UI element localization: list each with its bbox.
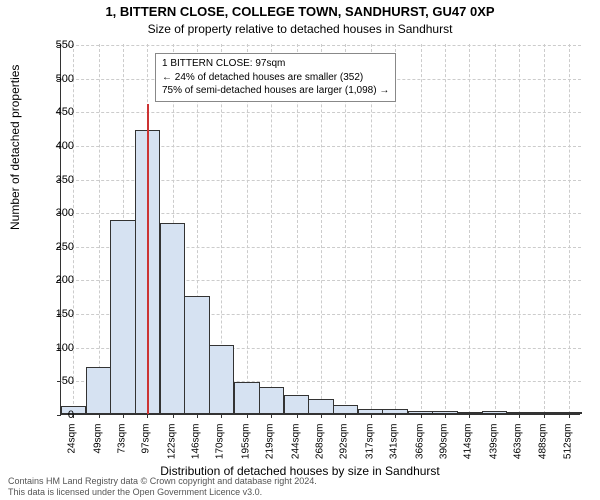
xtick-label: 146sqm xyxy=(191,424,202,474)
histogram-bar xyxy=(209,345,234,414)
chart-container: 1 BITTERN CLOSE: 97sqm← 24% of detached … xyxy=(60,45,580,415)
annotation-line3: 75% of semi-detached houses are larger (… xyxy=(162,84,389,98)
y-axis-label: Number of detached properties xyxy=(8,65,22,230)
annotation-box: 1 BITTERN CLOSE: 97sqm← 24% of detached … xyxy=(155,53,396,102)
gridline-v xyxy=(421,44,422,414)
chart-title-main: 1, BITTERN CLOSE, COLLEGE TOWN, SANDHURS… xyxy=(0,4,600,19)
gridline-v xyxy=(99,44,100,414)
histogram-bar xyxy=(506,412,531,414)
xtick-mark xyxy=(123,414,124,418)
histogram-bar xyxy=(110,220,135,414)
ytick-label: 50 xyxy=(40,375,74,387)
xtick-label: 170sqm xyxy=(215,424,226,474)
histogram-bar xyxy=(457,412,482,414)
xtick-mark xyxy=(173,414,174,418)
gridline-v xyxy=(73,44,74,414)
xtick-label: 366sqm xyxy=(414,424,425,474)
xtick-mark xyxy=(569,414,570,418)
histogram-bar xyxy=(184,296,209,414)
xtick-mark xyxy=(321,414,322,418)
ytick-label: 500 xyxy=(40,73,74,85)
xtick-mark xyxy=(147,414,148,418)
ytick-label: 200 xyxy=(40,274,74,286)
ytick-label: 550 xyxy=(40,39,74,51)
xtick-label: 317sqm xyxy=(364,424,375,474)
xtick-label: 268sqm xyxy=(315,424,326,474)
annotation-line2: ← 24% of detached houses are smaller (35… xyxy=(162,71,389,85)
ytick-label: 0 xyxy=(40,409,74,421)
xtick-mark xyxy=(421,414,422,418)
histogram-bar xyxy=(333,405,358,414)
ytick-label: 400 xyxy=(40,140,74,152)
gridline-v xyxy=(569,44,570,414)
plot-area: 1 BITTERN CLOSE: 97sqm← 24% of detached … xyxy=(60,45,580,415)
xtick-label: 488sqm xyxy=(538,424,549,474)
xtick-label: 414sqm xyxy=(463,424,474,474)
gridline-v xyxy=(544,44,545,414)
ytick-label: 350 xyxy=(40,174,74,186)
xtick-label: 292sqm xyxy=(339,424,350,474)
xtick-mark xyxy=(271,414,272,418)
ytick-label: 150 xyxy=(40,308,74,320)
xtick-mark xyxy=(345,414,346,418)
footer-line2: This data is licensed under the Open Gov… xyxy=(8,487,317,498)
xtick-label: 219sqm xyxy=(265,424,276,474)
xtick-mark xyxy=(197,414,198,418)
xtick-label: 341sqm xyxy=(389,424,400,474)
xtick-label: 97sqm xyxy=(141,424,152,474)
property-marker-line xyxy=(147,104,149,414)
footer-attribution: Contains HM Land Registry data © Crown c… xyxy=(8,476,317,498)
xtick-label: 49sqm xyxy=(92,424,103,474)
xtick-label: 73sqm xyxy=(116,424,127,474)
chart-title-sub: Size of property relative to detached ho… xyxy=(0,22,600,36)
gridline-v xyxy=(469,44,470,414)
histogram-bar xyxy=(284,395,309,414)
histogram-bar xyxy=(482,411,507,414)
xtick-mark xyxy=(469,414,470,418)
footer-line1: Contains HM Land Registry data © Crown c… xyxy=(8,476,317,487)
ytick-label: 250 xyxy=(40,241,74,253)
histogram-bar xyxy=(358,409,383,414)
histogram-bar xyxy=(234,382,259,414)
xtick-label: 512sqm xyxy=(562,424,573,474)
xtick-mark xyxy=(495,414,496,418)
ytick-label: 450 xyxy=(40,106,74,118)
gridline-v xyxy=(519,44,520,414)
histogram-bar xyxy=(556,412,581,414)
xtick-mark xyxy=(221,414,222,418)
histogram-bar xyxy=(86,367,111,414)
histogram-bar xyxy=(259,387,284,414)
xtick-mark xyxy=(544,414,545,418)
xtick-mark xyxy=(395,414,396,418)
xtick-label: 439sqm xyxy=(488,424,499,474)
histogram-bar xyxy=(382,409,407,414)
ytick-label: 100 xyxy=(40,342,74,354)
xtick-label: 24sqm xyxy=(67,424,78,474)
xtick-mark xyxy=(519,414,520,418)
xtick-mark xyxy=(371,414,372,418)
xtick-label: 244sqm xyxy=(290,424,301,474)
histogram-bar xyxy=(432,411,457,414)
histogram-bar xyxy=(308,399,333,414)
histogram-bar xyxy=(408,411,433,414)
xtick-label: 463sqm xyxy=(513,424,524,474)
xtick-label: 390sqm xyxy=(438,424,449,474)
annotation-line1: 1 BITTERN CLOSE: 97sqm xyxy=(162,57,389,71)
xtick-mark xyxy=(247,414,248,418)
xtick-label: 122sqm xyxy=(166,424,177,474)
gridline-v xyxy=(445,44,446,414)
histogram-bar xyxy=(532,412,557,414)
xtick-label: 195sqm xyxy=(240,424,251,474)
histogram-bar xyxy=(160,223,185,414)
xtick-mark xyxy=(297,414,298,418)
xtick-mark xyxy=(445,414,446,418)
ytick-label: 300 xyxy=(40,207,74,219)
xtick-mark xyxy=(99,414,100,418)
gridline-v xyxy=(495,44,496,414)
